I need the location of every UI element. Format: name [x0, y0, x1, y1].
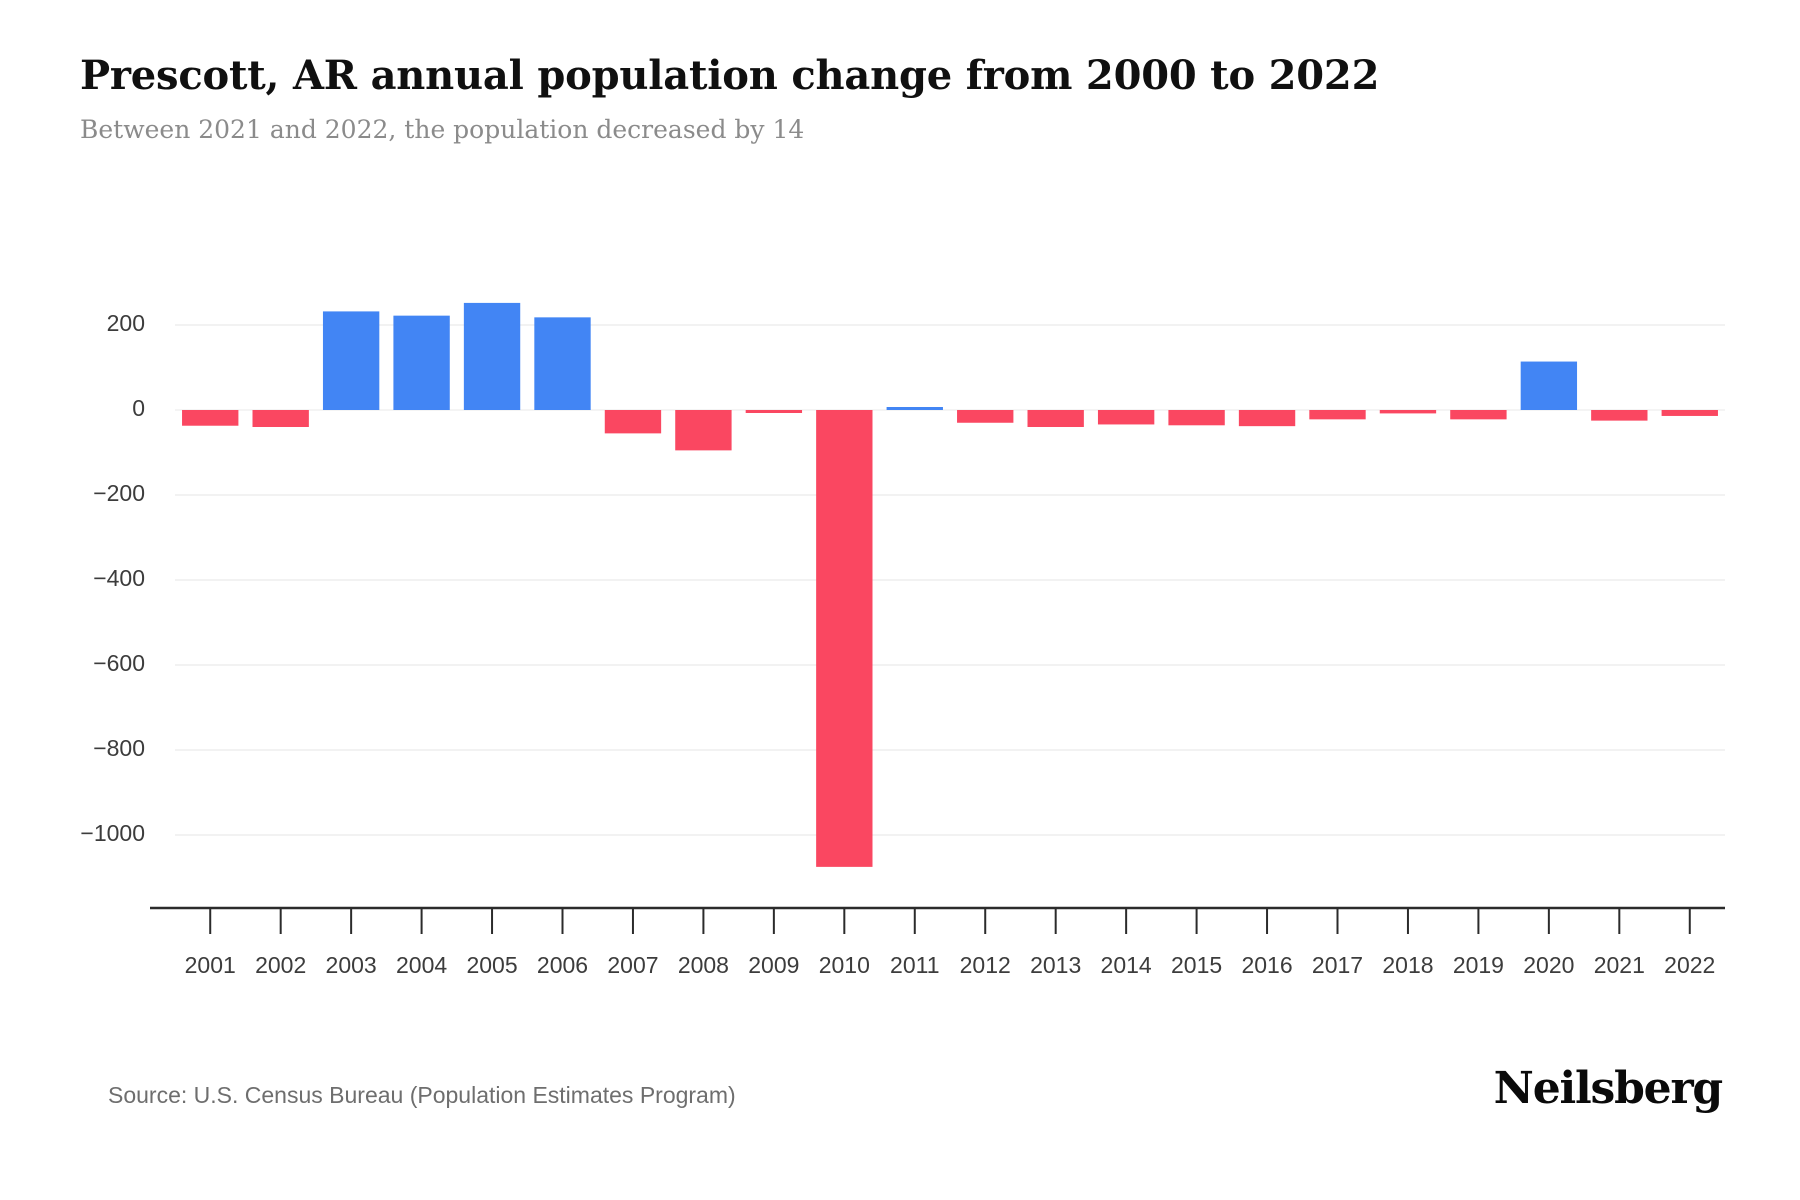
bar-2019[interactable] — [1450, 410, 1507, 420]
x-axis-tick-label: 2019 — [1453, 952, 1504, 978]
x-axis-tick-label: 2020 — [1523, 952, 1574, 978]
bar-2007[interactable] — [604, 410, 662, 434]
bar-2021[interactable] — [1591, 410, 1648, 421]
y-axis-tick-label: −1000 — [80, 820, 145, 846]
page-title: Prescott, AR annual population change fr… — [80, 52, 1380, 99]
bar-2001[interactable] — [182, 410, 239, 426]
x-axis-tick-label: 2007 — [607, 952, 658, 978]
x-axis-tick-label: 2016 — [1241, 952, 1292, 978]
x-axis-tick-label: 2013 — [1030, 952, 1081, 978]
x-axis-tick-label: 2018 — [1382, 952, 1433, 978]
bar-2022[interactable] — [1661, 410, 1718, 416]
y-axis-tick-label: −200 — [93, 480, 145, 506]
bar-2008[interactable] — [675, 410, 732, 451]
x-axis-tick-label: 2021 — [1594, 952, 1645, 978]
bar-2005[interactable] — [463, 302, 521, 410]
bar-2006[interactable] — [534, 317, 591, 410]
bar-2009[interactable] — [745, 410, 803, 413]
y-axis-tick-label: 200 — [107, 310, 145, 336]
x-axis-tick-label: 2001 — [185, 952, 236, 978]
bar-2004[interactable] — [393, 315, 450, 410]
source-note: Source: U.S. Census Bureau (Population E… — [108, 1082, 736, 1108]
bar-2017[interactable] — [1309, 410, 1366, 420]
bar-2003[interactable] — [322, 311, 380, 410]
x-axis-tick-label: 2009 — [748, 952, 799, 978]
y-axis-tick-label: −800 — [93, 735, 145, 761]
y-axis-tick-label: −400 — [93, 565, 145, 591]
bar-2015[interactable] — [1168, 410, 1225, 426]
x-axis-tick-label: 2004 — [396, 952, 447, 978]
bar-2002[interactable] — [252, 410, 309, 427]
bar-2020[interactable] — [1520, 361, 1578, 410]
bar-2013[interactable] — [1027, 410, 1084, 427]
chart-subtitle: Between 2021 and 2022, the population de… — [80, 115, 805, 145]
bar-2012[interactable] — [957, 410, 1014, 423]
y-axis-tick-label: 0 — [132, 395, 145, 421]
x-axis-tick-label: 2022 — [1664, 952, 1715, 978]
x-axis-tick-label: 2017 — [1312, 952, 1363, 978]
bar-2016[interactable] — [1238, 410, 1296, 427]
x-axis-tick-label: 2006 — [537, 952, 588, 978]
bar-2014[interactable] — [1097, 410, 1155, 425]
x-axis-tick-label: 2010 — [819, 952, 870, 978]
bar-2011[interactable] — [886, 407, 943, 410]
x-axis-tick-label: 2012 — [960, 952, 1011, 978]
y-axis-tick-label: −600 — [93, 650, 145, 676]
x-axis-tick-label: 2002 — [255, 952, 306, 978]
neilsberg-logo: Neilsberg — [1493, 1063, 1724, 1114]
x-axis-tick-label: 2003 — [326, 952, 377, 978]
chart-header: Prescott, AR annual population change fr… — [80, 52, 1730, 145]
bar-2018[interactable] — [1379, 410, 1437, 414]
x-axis-tick-label: 2005 — [466, 952, 517, 978]
bar-2010[interactable] — [816, 410, 873, 867]
x-axis-tick-label: 2011 — [890, 952, 939, 978]
x-axis-tick-label: 2014 — [1101, 952, 1152, 978]
x-axis-tick-label: 2015 — [1171, 952, 1222, 978]
x-axis-tick-label: 2008 — [678, 952, 729, 978]
